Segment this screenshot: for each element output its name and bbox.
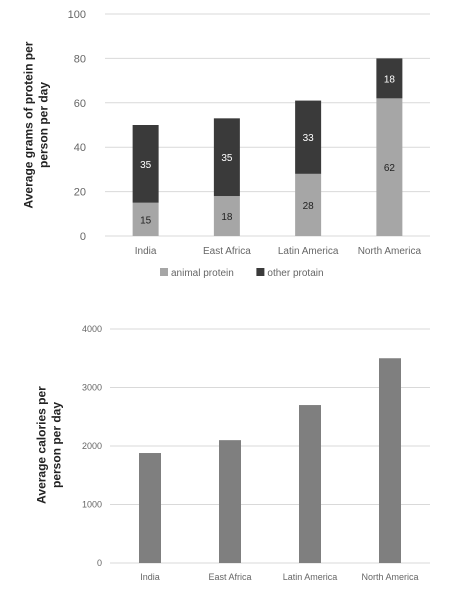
y-tick-label: 2000 (82, 441, 102, 451)
y-tick-label: 40 (74, 142, 86, 154)
x-tick-label: North America (358, 246, 422, 257)
bar-calories (379, 358, 401, 563)
data-label: 18 (221, 212, 233, 223)
x-tick-label: Latin America (278, 246, 339, 257)
x-tick-label: Latin America (283, 572, 338, 582)
bar-calories (139, 453, 161, 563)
calories-chart: 0 1000 2000 3000 4000 India East Africa Latin A… (35, 324, 430, 582)
data-label: 28 (303, 201, 315, 212)
x-tick-label: East Africa (203, 246, 251, 257)
bar-other-protein (213, 118, 240, 197)
bar-animal-protein (213, 196, 240, 236)
x-tick-label: India (135, 246, 157, 257)
y-axis-label: Average grams of protein perperson per d… (22, 41, 51, 208)
y-tick-label: 4000 (82, 324, 102, 334)
bar-animal-protein (295, 173, 322, 236)
y-tick-label: 20 (74, 187, 86, 199)
x-tick-label: North America (361, 572, 418, 582)
bar-other-protein (132, 125, 159, 203)
y-tick-label: 0 (97, 558, 102, 568)
bar-animal-protein (376, 98, 403, 236)
legend-label: animal protein (171, 268, 234, 279)
y-axis-label: Average calories perperson per day (35, 386, 64, 504)
bar-other-protein (295, 100, 322, 174)
y-tick-label: 100 (68, 9, 86, 21)
bar-calories (219, 440, 241, 563)
bar-animal-protein (132, 202, 159, 236)
bar-other-protein (376, 58, 403, 99)
data-label: 35 (221, 153, 233, 164)
x-tick-label: East Africa (208, 572, 251, 582)
x-tick-label: India (140, 572, 160, 582)
y-tick-label: 1000 (82, 500, 102, 510)
legend-swatch (256, 268, 265, 276)
y-tick-label: 80 (74, 53, 86, 65)
bar-calories (299, 405, 321, 563)
data-label: 33 (303, 133, 315, 144)
data-label: 15 (140, 215, 152, 226)
protein-chart: 0 20 40 60 80 100 15 35 India 18 35 East Africa 28 33… (22, 9, 430, 279)
data-label: 18 (384, 74, 396, 85)
data-label: 35 (140, 160, 152, 171)
y-tick-label: 0 (80, 231, 86, 243)
data-label: 62 (384, 163, 396, 174)
y-tick-label: 3000 (82, 383, 102, 393)
y-tick-label: 60 (74, 98, 86, 110)
legend-label: other protain (267, 268, 323, 279)
legend-swatch (160, 268, 168, 276)
